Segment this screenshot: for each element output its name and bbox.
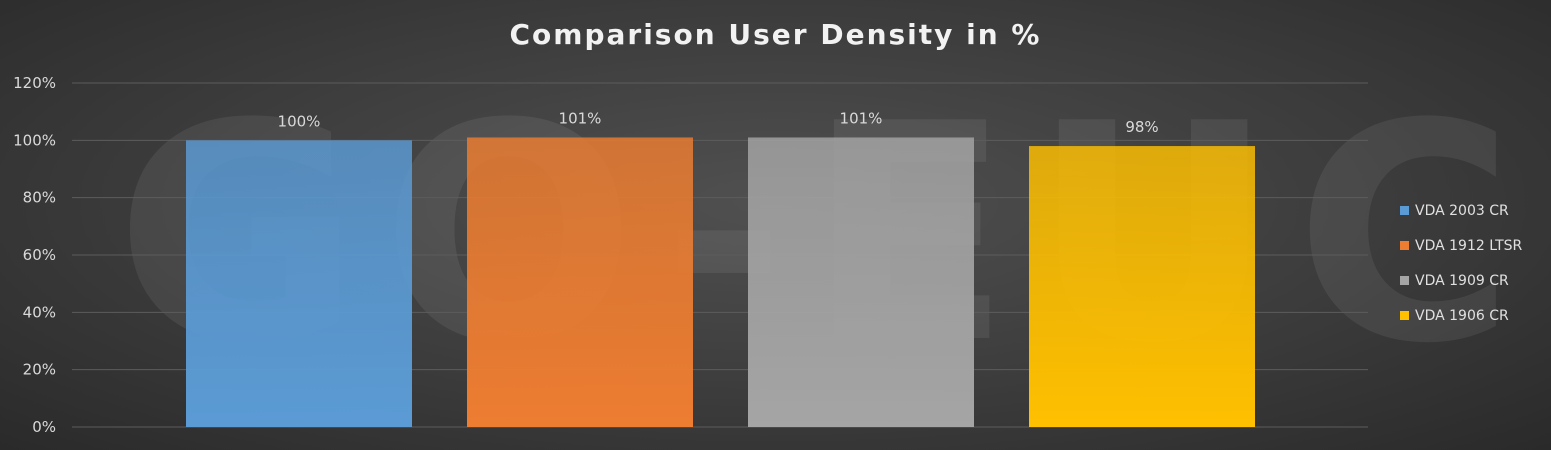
bar-vda-1909-cr [748,137,974,427]
bar-data-label: 101% [840,109,883,127]
legend-item: VDA 2003 CR [1400,193,1545,228]
chart-title: Comparison User Density in % [509,18,1042,51]
bar-vda-1906-cr [1029,146,1255,428]
legend-item: VDA 1906 CR [1400,298,1545,333]
bar-vda-1912-ltsr [467,137,693,427]
legend-swatch [1400,311,1409,320]
legend-label: VDA 1909 CR [1415,272,1509,289]
legend-label: VDA 2003 CR [1415,202,1509,219]
y-tick-label: 40% [23,303,56,321]
y-tick-label: 60% [23,246,56,264]
y-tick-label: 80% [23,189,56,207]
bar-vda-2003-cr [186,140,412,428]
y-tick-label: 20% [23,361,56,379]
y-tick-label: 0% [32,418,56,436]
chart-legend: VDA 2003 CR VDA 1912 LTSR VDA 1909 CR VDA 1… [1400,193,1545,333]
legend-label: VDA 1912 LTSR [1415,237,1523,254]
bar-data-label: 101% [559,109,602,127]
legend-item: VDA 1909 CR [1400,263,1545,298]
legend-item: VDA 1912 LTSR [1400,228,1545,263]
legend-swatch [1400,206,1409,215]
bar-data-label: 98% [1125,118,1158,136]
y-tick-label: 120% [13,74,56,92]
legend-label: VDA 1906 CR [1415,307,1509,324]
legend-swatch [1400,241,1409,250]
legend-swatch [1400,276,1409,285]
y-tick-label: 100% [13,131,56,149]
bar-data-label: 100% [278,112,321,130]
